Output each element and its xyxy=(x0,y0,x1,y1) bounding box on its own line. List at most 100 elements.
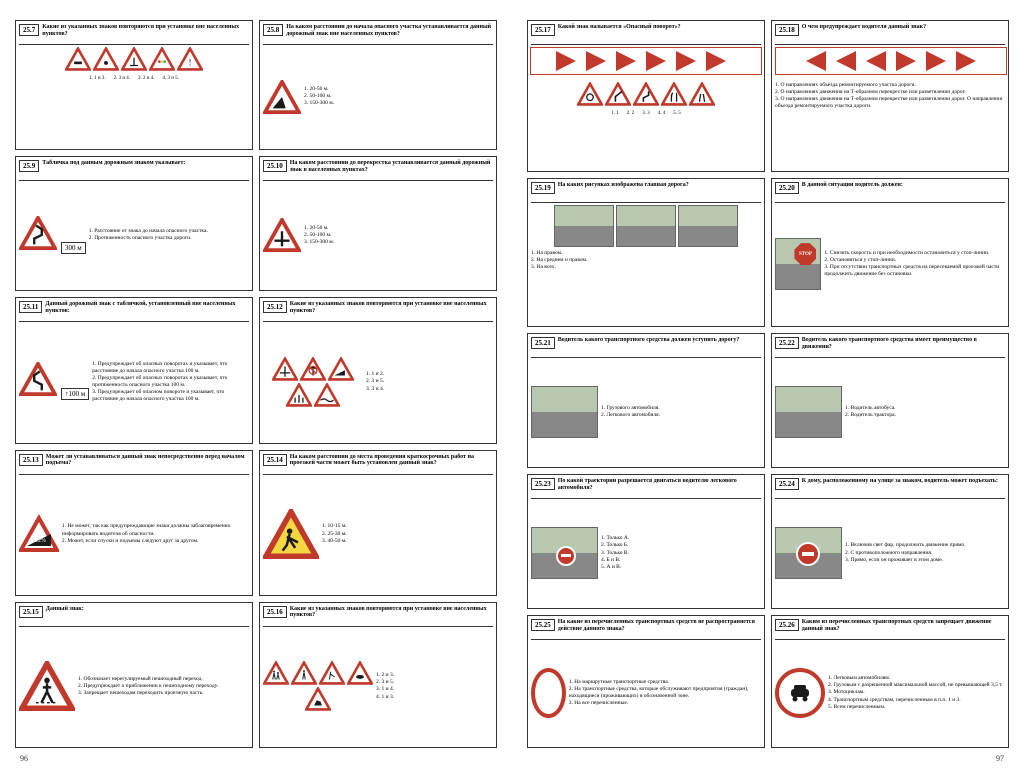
q-num: 25.23 xyxy=(531,478,555,490)
wild-animals-icon xyxy=(305,687,331,711)
warning-triangle-icon xyxy=(121,47,147,71)
answer: 3. На всех. xyxy=(531,264,587,271)
sign-grid xyxy=(263,357,363,407)
answer: 2. 50-100 м. xyxy=(304,232,334,239)
answer: 2. На среднем и правом. xyxy=(531,257,587,264)
answers: 1. Легковым автомобилям. 2. Грузовым с р… xyxy=(828,675,1003,711)
answer: 2. С противоположного направления. xyxy=(845,550,965,557)
answer: 2. Может, если спуски и подъемы следуют … xyxy=(62,538,249,545)
answer: 2. Легкового автомобиля. xyxy=(601,412,660,419)
q-text: По какой траектории разрешается двигатьс… xyxy=(558,478,761,491)
answers: 1. На правом. 2. На среднем и правом. 3.… xyxy=(531,250,587,271)
answer: 1. 2 и 3. xyxy=(376,672,394,679)
cell-25-24: 25.24 К дому, расположенному на улице за… xyxy=(771,474,1009,609)
q-num: 25.24 xyxy=(775,478,799,490)
curves-icon xyxy=(633,82,659,106)
answers: 1. 10-15 м. 2. 25-30 м. 3. 40-50 м. xyxy=(322,523,347,544)
answers: 1. Снизить скорость и при необходимости … xyxy=(824,250,1005,279)
answers: 1. Включив свет фар, продолжить движение… xyxy=(845,542,965,563)
warning-triangle-icon xyxy=(93,47,119,71)
answer: 4. 1 и 3. xyxy=(376,694,394,701)
cell-25-14: 25.14 На каком расстоянии до места прове… xyxy=(259,450,497,596)
road-scene xyxy=(531,527,598,579)
answer: 3. На все перечисленные. xyxy=(569,700,761,707)
cell-25-11: 25.11 Данный дорожный знак с табличкой, … xyxy=(15,297,253,443)
sign-grid xyxy=(263,661,373,711)
q-text: Водитель какого транспортного средства д… xyxy=(558,337,740,344)
roadworks-icon xyxy=(319,661,345,685)
curves-icon xyxy=(19,362,57,396)
answer: 2. 25-30 м. xyxy=(322,531,347,538)
answer: 1. Снизить скорость и при необходимости … xyxy=(824,250,1005,257)
answer: 2. 3 и 5. xyxy=(376,679,394,686)
no-entry-icon xyxy=(796,542,820,566)
cattle-icon xyxy=(347,661,373,685)
answer: 2. 50-100 м. xyxy=(304,93,334,100)
answer: 3. Прямо, если он проживает в этом доме. xyxy=(845,557,965,564)
answer: 3. 40-50 м. xyxy=(322,538,347,545)
q-num: 25.22 xyxy=(775,337,799,349)
q-num: 25.8 xyxy=(263,24,283,36)
q-num: 25.19 xyxy=(531,182,555,194)
cell-25-7: 25.7 Какие из указанных знаков повторяют… xyxy=(15,20,253,150)
label: 3. 2 и 4. xyxy=(138,76,154,81)
label: 5. 5 xyxy=(673,111,681,116)
q-text: На каких рисунках изображена главная дор… xyxy=(558,182,689,189)
answer: 3. Мотоциклам. xyxy=(828,689,1003,696)
answer: 1. Расстояние от знака до начала опасног… xyxy=(89,228,208,235)
svg-text:!: ! xyxy=(188,58,191,68)
q-text: Какие из указанных знаков повторяются пр… xyxy=(290,606,493,619)
cell-25-22: 25.22 Водитель какого транспортного сред… xyxy=(771,333,1009,468)
road-scene xyxy=(775,386,842,438)
answers: 1. 1 и 2. 2. 3 и 5. 3. 3 и 4. xyxy=(366,371,384,392)
q-text: На каком расстоянии до места проведения … xyxy=(290,454,493,467)
answer: 1. На правом. xyxy=(531,250,587,257)
answer: 5. Всем перечисленным. xyxy=(828,704,1003,711)
cell-25-10: 25.10 На каком расстоянии до перекрестка… xyxy=(259,156,497,291)
q-text: К дому, расположенному на улице за знако… xyxy=(802,478,998,485)
sign-with-plate: ↑100 м xyxy=(19,362,89,401)
narrowing-icon xyxy=(689,82,715,106)
sign-row xyxy=(577,82,715,106)
chevron-board-icon xyxy=(530,47,762,75)
q-num: 25.16 xyxy=(263,606,287,618)
answer: 2. Протяженность опасного участка дороги… xyxy=(89,235,208,242)
q-text: Табличка под данным дорожным знаком указ… xyxy=(42,160,185,167)
q-num: 25.20 xyxy=(775,182,799,194)
page-right: 25.17 Какой знак называется «Опасный пов… xyxy=(512,0,1024,768)
left-grid: 25.7 Какие из указанных знаков повторяют… xyxy=(15,20,497,748)
q-text: Какие из указанных знаков повторяются пр… xyxy=(290,301,493,314)
answer: 3. 3 и 4. xyxy=(366,386,384,393)
cell-25-25: 25.25 На какие из перечисленных транспор… xyxy=(527,615,765,748)
incline-icon: 12% xyxy=(19,509,59,559)
answers: 1. На маршрутные транспортные средства. … xyxy=(569,679,761,708)
answer: 3. 150-300 м. xyxy=(304,100,334,107)
stop-sign-icon: STOP xyxy=(794,243,816,265)
answer: 1. Не может, так как предупреждающие зна… xyxy=(62,523,249,537)
answer: 2. Только Б. xyxy=(601,542,629,549)
cell-25-15: 25.15 Данный знак: 1. Обозначает нерегул… xyxy=(15,602,253,748)
q-num: 25.15 xyxy=(19,606,43,618)
q-num: 25.11 xyxy=(19,301,42,313)
q-text: На какие из перечисленных транспортных с… xyxy=(558,619,761,632)
q-text: На каком расстоянии до перекрестка устан… xyxy=(290,160,493,173)
q-num: 25.21 xyxy=(531,337,555,349)
label: 1. 1 xyxy=(611,111,619,116)
roundabout-icon xyxy=(577,82,603,106)
distance-plate: ↑100 м xyxy=(61,388,89,400)
q-text: Данный дорожный знак с табличкой, устано… xyxy=(45,301,249,314)
answers: 1. Не может, так как предупреждающие зна… xyxy=(62,523,249,544)
answers: 1. 2 и 3. 2. 3 и 5. 3. 1 и 4. 4. 1 и 3. xyxy=(376,672,394,701)
road-scene xyxy=(554,205,614,247)
pedestrian-icon xyxy=(19,661,75,711)
right-grid: 25.17 Какой знак называется «Опасный пов… xyxy=(527,20,1009,748)
answer: 2. На транспортные средства, которые обс… xyxy=(569,686,761,700)
road-scenes xyxy=(554,205,738,247)
cell-25-9: 25.9 Табличка под данным дорожным знаком… xyxy=(15,156,253,291)
q-text: Какие из указанных знаков повторяются пр… xyxy=(42,24,249,37)
children-icon xyxy=(263,661,289,685)
cell-25-12: 25.12 Какие из указанных знаков повторяю… xyxy=(259,297,497,443)
warning-triangle-icon xyxy=(286,383,312,407)
cell-25-17: 25.17 Какой знак называется «Опасный пов… xyxy=(527,20,765,172)
answer: 1. Обозначает нерегулируемый пешеходный … xyxy=(78,676,218,683)
